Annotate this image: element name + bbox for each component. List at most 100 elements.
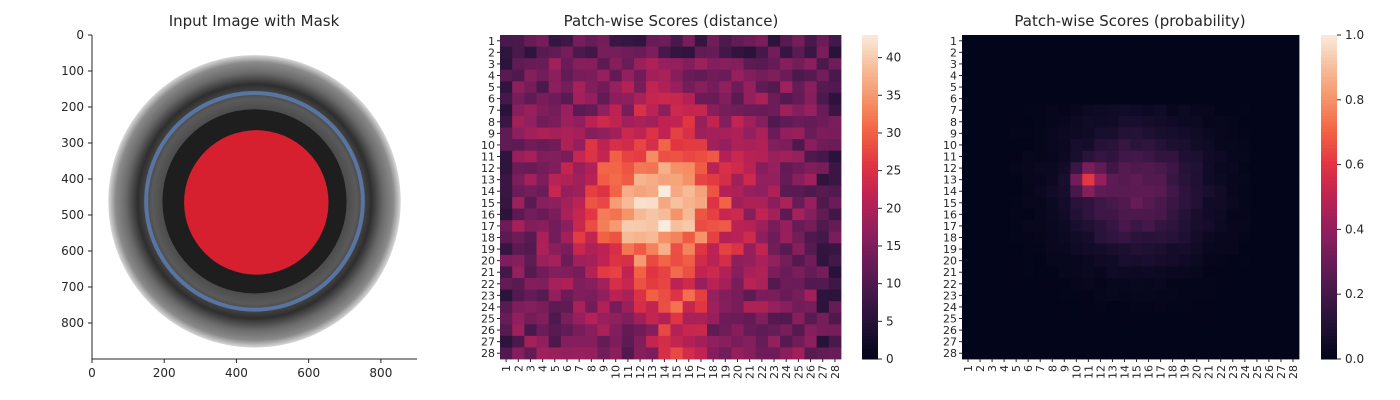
colorbar-segment <box>862 141 878 146</box>
heatmap-cell <box>585 139 598 152</box>
heatmap-cell <box>1262 127 1276 140</box>
heatmap-cell <box>633 324 647 337</box>
colorbar-segment <box>1321 245 1337 250</box>
heatmap-cell <box>1274 301 1288 314</box>
heatmap-cell <box>1226 104 1240 117</box>
colorbar-segment <box>862 235 878 240</box>
heatmap-cell <box>1142 266 1155 279</box>
colorbar-segment <box>862 73 878 78</box>
heatmap-cell <box>621 81 635 94</box>
heatmap-cell <box>1286 92 1300 105</box>
heatmap-cell <box>1058 347 1071 360</box>
colorbar-segment <box>862 47 878 52</box>
heatmap-cell <box>670 69 684 82</box>
heatmap-cell <box>1130 208 1143 221</box>
heatmap-cell <box>780 46 793 59</box>
colorbar-segment <box>862 184 878 188</box>
colorbar-tick-label: 25 <box>886 164 901 178</box>
heatmap-cell <box>1190 162 1204 175</box>
heatmap-cell <box>1250 324 1264 337</box>
heatmap-cell <box>767 289 781 302</box>
colorbar-segment <box>862 284 878 289</box>
heatmap-cell <box>646 58 659 71</box>
heatmap-cell <box>1070 81 1083 94</box>
heatmap-cell <box>1034 289 1047 302</box>
x-tick-label: 9 <box>598 365 611 372</box>
heatmap-cell <box>1118 197 1131 209</box>
y-tick-label: 4 <box>950 70 957 83</box>
heatmap-cell <box>804 208 818 221</box>
heatmap-cell <box>792 243 805 256</box>
colorbar-segment <box>862 342 878 347</box>
heatmap-cell <box>1262 266 1276 279</box>
heatmap-cell <box>658 173 671 186</box>
heatmap-cell <box>633 278 647 290</box>
heatmap-cell <box>694 335 708 348</box>
probability-colorbar: 0.00.20.40.60.81.0 <box>1321 28 1364 366</box>
heatmap-cell <box>1034 266 1047 279</box>
heatmap-cell <box>1130 104 1143 117</box>
heatmap-cell <box>1118 92 1131 105</box>
colorbar-segment <box>1321 268 1337 273</box>
heatmap-cell <box>1082 162 1095 175</box>
heatmap-cell <box>1190 46 1204 59</box>
heatmap-cell <box>694 324 708 337</box>
heatmap-cell <box>621 208 635 221</box>
heatmap-cell <box>1010 231 1023 244</box>
heatmap-cell <box>609 35 623 47</box>
heatmap-cell <box>1286 46 1300 59</box>
heatmap-cell <box>1022 208 1035 221</box>
heatmap-cell <box>998 266 1011 279</box>
heatmap-cell <box>816 278 830 290</box>
heatmap-cell <box>1202 335 1216 348</box>
heatmap-cell <box>719 197 732 209</box>
heatmap-cell <box>597 220 611 233</box>
heatmap-cell <box>1262 46 1276 59</box>
heatmap-cell <box>707 266 720 279</box>
heatmap-cell <box>962 347 975 360</box>
colorbar-segment <box>862 203 878 208</box>
heatmap-cell <box>792 58 805 71</box>
colorbar-segment <box>1321 284 1337 289</box>
y-tick-label: 18 <box>481 232 495 245</box>
heatmap-cell <box>1202 220 1216 233</box>
heatmap-cell <box>986 81 999 94</box>
heatmap-cell <box>1094 197 1107 209</box>
heatmap-cell <box>500 243 513 256</box>
colorbar-segment <box>862 352 878 357</box>
heatmap-cell <box>1202 231 1216 244</box>
heatmap-cell <box>731 104 744 117</box>
heatmap-cell <box>828 81 842 94</box>
heatmap-cell <box>1226 46 1240 59</box>
heatmap-cell <box>1094 69 1107 82</box>
heatmap-cell <box>1034 162 1047 175</box>
heatmap-cell <box>962 231 975 244</box>
heatmap-cell <box>707 243 720 256</box>
heatmap-cell <box>1106 208 1119 221</box>
heatmap-cell <box>548 104 562 117</box>
heatmap-cell <box>1130 312 1143 325</box>
heatmap-cell <box>1046 243 1059 256</box>
heatmap-cell <box>1154 162 1168 175</box>
heatmap-cell <box>1226 92 1240 105</box>
colorbar-segment <box>862 258 878 263</box>
heatmap-cell <box>962 58 975 71</box>
heatmap-cell <box>1046 254 1059 267</box>
colorbar-segment <box>862 119 878 123</box>
colorbar-segment <box>1321 177 1337 182</box>
heatmap-cell <box>1082 254 1095 267</box>
heatmap-cell <box>609 116 623 128</box>
heatmap-cell <box>560 312 574 325</box>
heatmap-cell <box>670 139 684 152</box>
heatmap-cell <box>780 254 793 267</box>
y-tick-label: 11 <box>481 151 495 164</box>
heatmap-cell <box>1034 243 1047 256</box>
heatmap-cell <box>682 347 696 360</box>
heatmap-cell <box>1286 347 1300 360</box>
heatmap-cell <box>1166 278 1180 290</box>
heatmap-cell <box>560 185 574 198</box>
heatmap-cell <box>1094 104 1107 117</box>
heatmap-cell <box>1238 92 1252 105</box>
heatmap-cell <box>585 289 598 302</box>
heatmap-cell <box>1178 69 1192 82</box>
